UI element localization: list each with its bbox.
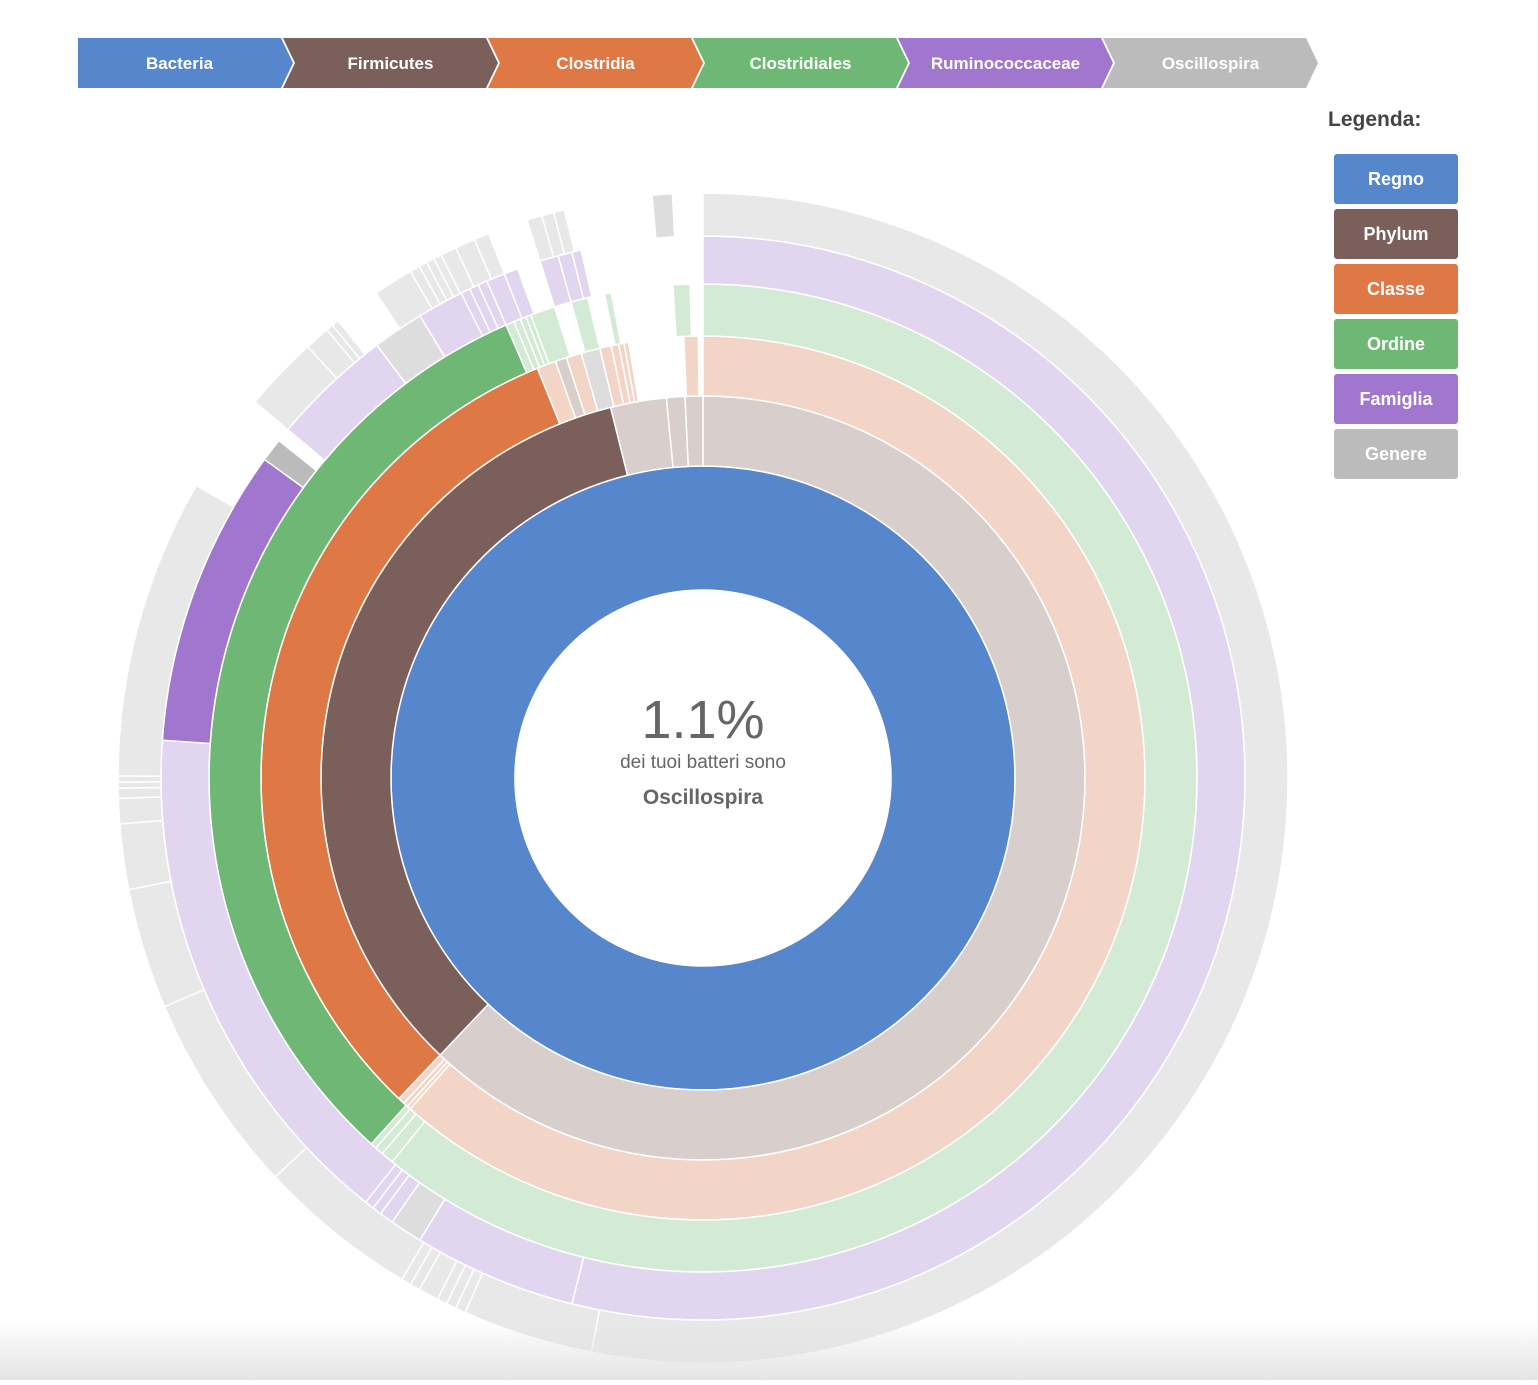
sunburst-segment-level4-8[interactable]: [263, 439, 318, 489]
sunburst-segment-level3-9[interactable]: [529, 305, 572, 365]
sunburst-segment-level2-14[interactable]: [682, 335, 700, 398]
sunburst-segment-level5-21[interactable]: [331, 319, 366, 360]
breadcrumb-arrow-1[interactable]: [283, 38, 498, 88]
breadcrumb-arrow-3[interactable]: [693, 38, 908, 88]
sunburst-segment-level5-30[interactable]: [473, 232, 506, 281]
breadcrumb-label: Firmicutes: [348, 54, 434, 73]
breadcrumb: Bacteria Firmicutes Clostridia Clostridiale…: [0, 0, 1538, 100]
center-percentage: 1.1%: [641, 690, 765, 750]
legend-item-genere[interactable]: Genere: [1334, 429, 1458, 479]
sunburst-segment-level5-11[interactable]: [118, 819, 172, 891]
legend-item-classe[interactable]: Classe: [1334, 264, 1458, 314]
sunburst-segment-level3-11[interactable]: [570, 296, 601, 353]
breadcrumb-arrow-0[interactable]: [78, 38, 293, 88]
sunburst-segment-level2-12[interactable]: [623, 341, 640, 404]
center-description: dei tuoi batteri sono: [620, 752, 786, 773]
legend-item-phylum[interactable]: Phylum: [1334, 209, 1458, 259]
legend-item-famiglia[interactable]: Famiglia: [1334, 374, 1458, 424]
sunburst-segment-level4-17[interactable]: [503, 267, 536, 320]
sunburst-segment-level3-13[interactable]: [603, 291, 622, 346]
breadcrumb-label: Bacteria: [146, 54, 214, 73]
sunburst-segment-level5-34[interactable]: [552, 208, 576, 255]
sunburst-segment-level5-36[interactable]: [651, 193, 676, 239]
sunburst-segment-level1-4[interactable]: [684, 395, 704, 468]
breadcrumb-label: Oscillospira: [1162, 54, 1260, 73]
breadcrumb-arrow-4[interactable]: [898, 38, 1113, 88]
breadcrumb-arrow-5[interactable]: [1103, 38, 1318, 88]
legend-title: Legenda:: [1328, 108, 1422, 131]
sunburst-segment-level5-15[interactable]: [117, 775, 162, 783]
breadcrumb-arrow-2[interactable]: [488, 38, 703, 88]
sunburst-segment-level5-13[interactable]: [117, 786, 163, 800]
sunburst-segment-level5-16[interactable]: [117, 484, 235, 777]
sunburst-segment-level3-15[interactable]: [672, 283, 693, 338]
sunburst-segment-level5-12[interactable]: [117, 796, 164, 825]
breadcrumb-label: Clostridia: [556, 54, 635, 73]
center-genus-name: Oscillospira: [642, 786, 764, 809]
sunburst-chart[interactable]: [0, 100, 1538, 1380]
breadcrumb-label: Clostridiales: [749, 54, 851, 73]
breadcrumb-label: Ruminococcaceae: [931, 54, 1080, 73]
legend-item-regno[interactable]: Regno: [1334, 154, 1458, 204]
center-label: 1.1% dei tuoi batteri sono Oscillospira: [553, 690, 853, 810]
legend-item-ordine[interactable]: Ordine: [1334, 319, 1458, 369]
